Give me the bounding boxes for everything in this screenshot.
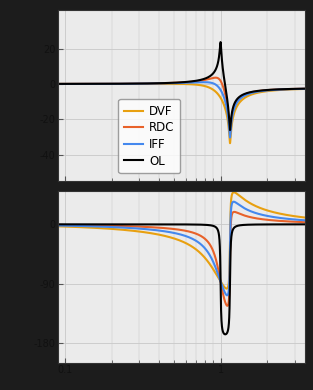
OL [223, 332, 227, 337]
DVF [100, 82, 104, 86]
RDC [241, 93, 245, 98]
IFF [202, 80, 206, 85]
IFF [228, 135, 232, 140]
OL [100, 82, 104, 86]
Line: IFF: IFF [57, 202, 306, 295]
RDC [55, 82, 59, 86]
OL [219, 40, 223, 44]
OL [217, 233, 221, 238]
IFF [205, 80, 208, 85]
RDC [205, 238, 208, 243]
Line: IFF: IFF [57, 82, 306, 138]
OL [217, 54, 221, 58]
DVF [260, 90, 264, 94]
DVF [55, 82, 59, 86]
RDC [55, 223, 59, 227]
DVF [241, 196, 245, 201]
DVF [232, 190, 236, 195]
OL [151, 81, 154, 86]
DVF [205, 257, 208, 262]
DVF [228, 141, 232, 145]
DVF [217, 277, 221, 281]
DVF [151, 82, 154, 86]
OL [55, 82, 59, 86]
RDC [228, 131, 232, 135]
IFF [205, 248, 208, 253]
Line: OL: OL [57, 42, 306, 130]
DVF [260, 206, 264, 211]
IFF [241, 205, 245, 210]
RDC [304, 220, 308, 225]
IFF [260, 89, 264, 93]
IFF [304, 218, 308, 223]
DVF [304, 87, 308, 91]
Line: RDC: RDC [57, 78, 306, 133]
OL [304, 222, 308, 227]
Line: DVF: DVF [57, 84, 306, 143]
RDC [151, 225, 154, 230]
IFF [232, 199, 236, 204]
IFF [55, 82, 59, 86]
OL [241, 223, 245, 227]
OL [304, 86, 308, 91]
DVF [217, 93, 221, 98]
DVF [205, 84, 208, 89]
RDC [241, 213, 245, 217]
RDC [232, 209, 236, 214]
OL [241, 92, 245, 97]
IFF [55, 223, 59, 228]
DVF [151, 231, 154, 236]
IFF [241, 94, 245, 99]
Line: OL: OL [57, 224, 306, 334]
RDC [100, 82, 104, 86]
IFF [151, 227, 154, 232]
RDC [217, 271, 221, 276]
RDC [260, 88, 264, 93]
OL [228, 128, 232, 133]
DVF [100, 226, 104, 230]
OL [100, 222, 104, 227]
RDC [205, 77, 208, 82]
OL [205, 223, 208, 227]
RDC [217, 77, 221, 82]
RDC [151, 81, 154, 86]
IFF [304, 87, 308, 91]
RDC [260, 217, 264, 222]
Legend: DVF, RDC, IFF, OL: DVF, RDC, IFF, OL [118, 99, 180, 174]
Line: DVF: DVF [57, 192, 306, 289]
RDC [214, 75, 218, 80]
IFF [151, 81, 154, 86]
IFF [217, 275, 221, 280]
IFF [260, 213, 264, 217]
OL [151, 222, 154, 227]
DVF [241, 97, 245, 101]
IFF [217, 85, 221, 90]
OL [260, 222, 264, 227]
DVF [55, 224, 59, 229]
DVF [158, 82, 162, 86]
IFF [100, 224, 104, 229]
OL [260, 88, 264, 93]
DVF [225, 286, 228, 291]
RDC [100, 223, 104, 228]
OL [55, 222, 59, 227]
RDC [225, 303, 229, 308]
OL [205, 76, 208, 80]
RDC [304, 86, 308, 91]
IFF [100, 82, 104, 86]
DVF [304, 215, 308, 220]
Line: RDC: RDC [57, 212, 306, 306]
IFF [225, 293, 229, 298]
